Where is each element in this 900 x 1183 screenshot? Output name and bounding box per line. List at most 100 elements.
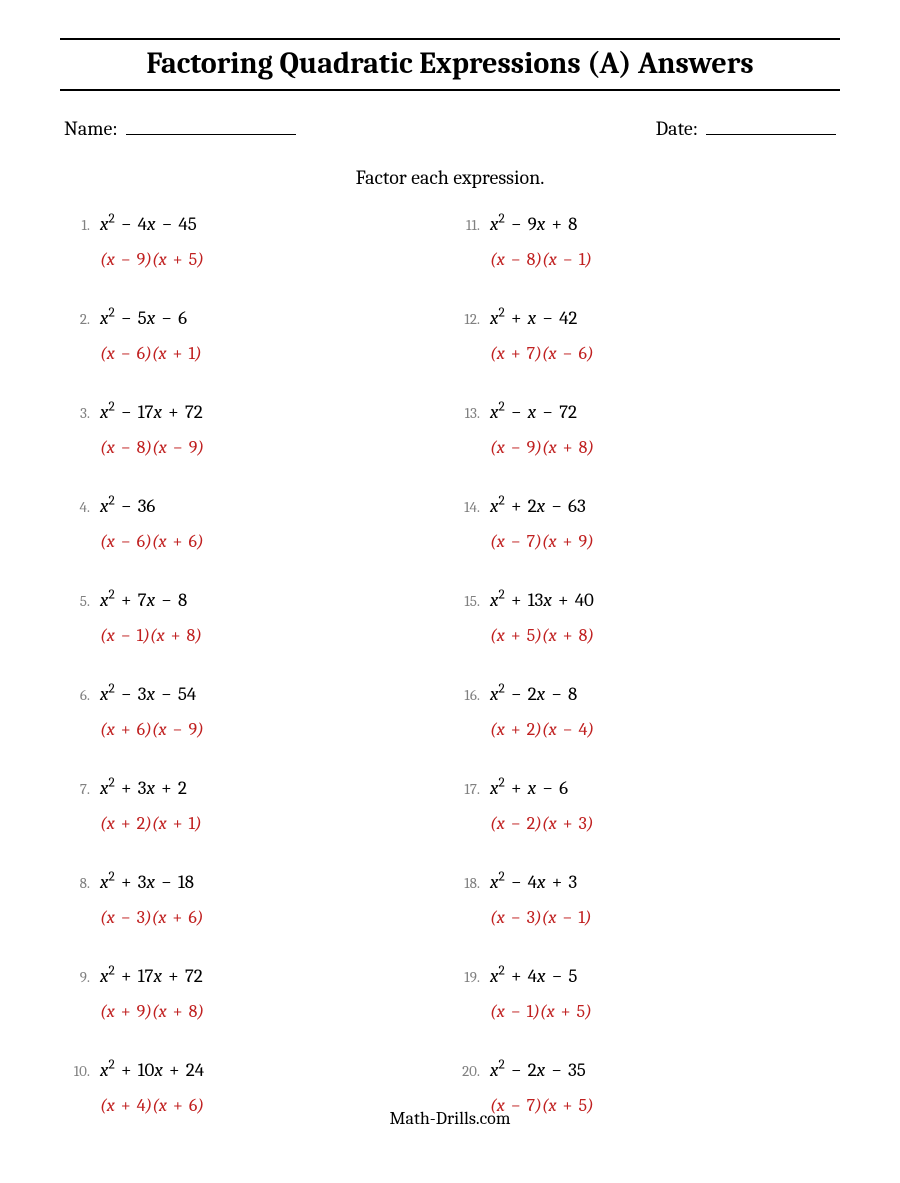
name-label: Name:	[64, 117, 118, 140]
problem-body: x2 − 3x − 54 (x + 6)(x − 9)	[100, 683, 204, 740]
problem-number: 4.	[60, 495, 100, 516]
problem: 19.x2 + 4x − 5 (x − 1)(x + 5)	[450, 965, 840, 1049]
problem-body: x2 + 2x − 63 (x − 7)(x + 9)	[490, 495, 594, 552]
expression: x2 + 3x − 18	[100, 871, 204, 893]
problem: 9.x2 + 17x + 72 (x + 9)(x + 8)	[60, 965, 450, 1049]
expression: x2 − 2x − 8	[490, 683, 594, 705]
problem-number: 13.	[450, 401, 490, 422]
problem-body: x2 − 5x − 6 (x − 6)(x + 1)	[100, 307, 202, 364]
expression: x2 + x − 42	[490, 307, 594, 329]
answer: (x − 3)(x − 1)	[490, 907, 592, 928]
problem-number: 17.	[450, 777, 490, 798]
footer: Math-Drills.com	[0, 1108, 900, 1129]
answer: (x − 2)(x + 3)	[490, 813, 594, 834]
problem: 18.x2 − 4x + 3(x − 3)(x − 1)	[450, 871, 840, 955]
expression: x2 − 4x − 45	[100, 213, 204, 235]
problem: 6.x2 − 3x − 54 (x + 6)(x − 9)	[60, 683, 450, 767]
problem-body: x2 + 4x − 5 (x − 1)(x + 5)	[490, 965, 592, 1022]
answer: (x − 1)(x + 8)	[100, 625, 202, 646]
answer: (x − 1)(x + 5)	[490, 1001, 592, 1022]
problem-body: x2 + 17x + 72 (x + 9)(x + 8)	[100, 965, 204, 1022]
problem-number: 2.	[60, 307, 100, 328]
problem-number: 3.	[60, 401, 100, 422]
answer: (x − 8)(x − 1)	[490, 249, 592, 270]
expression: x2 − 2x − 35	[490, 1059, 594, 1081]
problem: 5.x2 + 7x − 8 (x − 1)(x + 8)	[60, 589, 450, 673]
problem: 16.x2 − 2x − 8 (x + 2)(x − 4)	[450, 683, 840, 767]
answer: (x + 6)(x − 9)	[100, 719, 204, 740]
instruction: Factor each expression.	[60, 166, 840, 189]
problem: 3.x2 − 17x + 72 (x − 8)(x − 9)	[60, 401, 450, 485]
date-label: Date:	[656, 117, 698, 140]
problem: 17.x2 + x − 6 (x − 2)(x + 3)	[450, 777, 840, 861]
answer: (x − 3)(x + 6)	[100, 907, 204, 928]
problem-number: 16.	[450, 683, 490, 704]
expression: x2 − 17x + 72	[100, 401, 204, 423]
name-field: Name:	[64, 113, 296, 140]
column-left: 1.x2 − 4x − 45 (x − 9)(x + 5) 2.x2 − 5x − …	[60, 213, 450, 1153]
problem-number: 6.	[60, 683, 100, 704]
expression: x2 + 7x − 8	[100, 589, 202, 611]
problem-number: 11.	[450, 213, 490, 234]
expression: x2 − 3x − 54	[100, 683, 204, 705]
date-blank[interactable]	[706, 113, 836, 135]
problem-body: x2 − x − 72 (x − 9)(x + 8)	[490, 401, 594, 458]
problem-number: 14.	[450, 495, 490, 516]
expression: x2 + 2x − 63	[490, 495, 594, 517]
problem: 15.x2 + 13x + 40(x + 5)(x + 8)	[450, 589, 840, 673]
header-row: Name: Date:	[60, 113, 840, 140]
answer: (x + 9)(x + 8)	[100, 1001, 204, 1022]
problem-number: 9.	[60, 965, 100, 986]
expression: x2 − 36	[100, 495, 204, 517]
problem: 13.x2 − x − 72 (x − 9)(x + 8)	[450, 401, 840, 485]
date-field: Date:	[656, 113, 836, 140]
problem-body: x2 + 13x + 40(x + 5)(x + 8)	[490, 589, 594, 646]
answer: (x − 6)(x + 1)	[100, 343, 202, 364]
problem: 7.x2 + 3x + 2(x + 2)(x + 1)	[60, 777, 450, 861]
problem: 2.x2 − 5x − 6 (x − 6)(x + 1)	[60, 307, 450, 391]
expression: x2 + 4x − 5	[490, 965, 592, 987]
expression: x2 + 10x + 24	[100, 1059, 204, 1081]
problem-number: 15.	[450, 589, 490, 610]
problem: 12.x2 + x − 42 (x + 7)(x − 6)	[450, 307, 840, 391]
expression: x2 + x − 6	[490, 777, 594, 799]
name-blank[interactable]	[126, 113, 296, 135]
expression: x2 + 13x + 40	[490, 589, 594, 611]
problem-number: 19.	[450, 965, 490, 986]
answer: (x + 7)(x − 6)	[490, 343, 594, 364]
problem: 8.x2 + 3x − 18 (x − 3)(x + 6)	[60, 871, 450, 955]
expression: x2 − 4x + 3	[490, 871, 592, 893]
problem-body: x2 − 4x + 3 (x − 3)(x − 1)	[490, 871, 592, 928]
problem-body: x2 − 9x + 8(x − 8)(x − 1)	[490, 213, 592, 270]
answer: (x − 9)(x + 5)	[100, 249, 204, 270]
problem: 14.x2 + 2x − 63 (x − 7)(x + 9)	[450, 495, 840, 579]
problem-body: x2 − 4x − 45 (x − 9)(x + 5)	[100, 213, 204, 270]
problem-body: x2 − 36 (x − 6)(x + 6)	[100, 495, 204, 552]
problem-body: x2 + 3x + 2(x + 2)(x + 1)	[100, 777, 202, 834]
problem-number: 1.	[60, 213, 100, 234]
expression: x2 − 5x − 6	[100, 307, 202, 329]
answer: (x − 7)(x + 9)	[490, 531, 594, 552]
page-title: Factoring Quadratic Expressions (A) Answ…	[60, 46, 840, 81]
problem-number: 5.	[60, 589, 100, 610]
answer: (x − 8)(x − 9)	[100, 437, 204, 458]
problem-body: x2 + x − 6 (x − 2)(x + 3)	[490, 777, 594, 834]
problem-number: 7.	[60, 777, 100, 798]
problem-number: 12.	[450, 307, 490, 328]
problem: 11.x2 − 9x + 8(x − 8)(x − 1)	[450, 213, 840, 297]
problem: 10.x2 + 10x + 24(x + 4)(x + 6)	[60, 1059, 450, 1143]
title-bar: Factoring Quadratic Expressions (A) Answ…	[60, 38, 840, 91]
answer: (x + 2)(x − 4)	[490, 719, 594, 740]
problem-number: 10.	[60, 1059, 100, 1080]
problem: 20.x2 − 2x − 35(x − 7)(x + 5)	[450, 1059, 840, 1143]
problem-columns: 1.x2 − 4x − 45 (x − 9)(x + 5) 2.x2 − 5x − …	[60, 213, 840, 1153]
problem-body: x2 − 17x + 72 (x − 8)(x − 9)	[100, 401, 204, 458]
expression: x2 + 17x + 72	[100, 965, 204, 987]
problem-number: 8.	[60, 871, 100, 892]
answer: (x − 6)(x + 6)	[100, 531, 204, 552]
expression: x2 + 3x + 2	[100, 777, 202, 799]
expression: x2 − x − 72	[490, 401, 594, 423]
answer: (x − 9)(x + 8)	[490, 437, 594, 458]
problem: 4.x2 − 36 (x − 6)(x + 6)	[60, 495, 450, 579]
problem-body: x2 + x − 42 (x + 7)(x − 6)	[490, 307, 594, 364]
